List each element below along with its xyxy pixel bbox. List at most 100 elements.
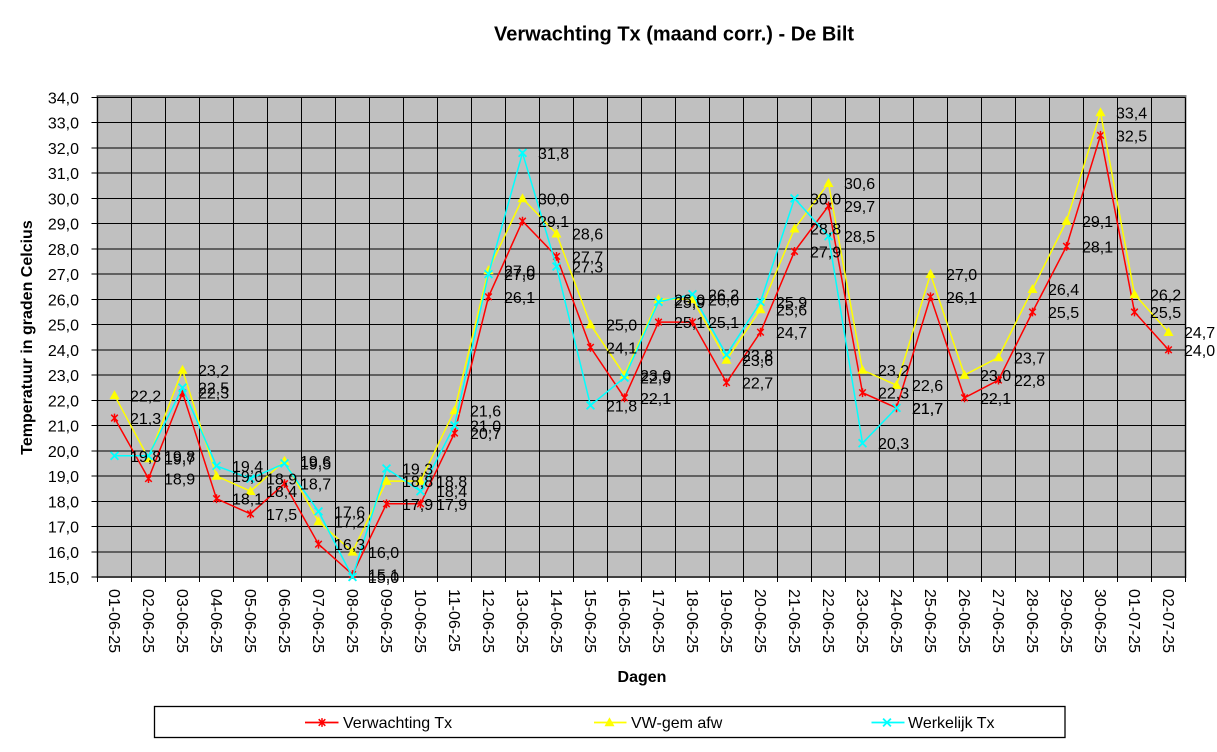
svg-text:17,0: 17,0 [48, 520, 79, 537]
svg-text:04-06-25: 04-06-25 [207, 589, 224, 653]
svg-text:34,0: 34,0 [48, 90, 79, 107]
svg-text:Temperatuur in graden Celcius: Temperatuur in graden Celcius [19, 220, 36, 455]
svg-text:15-06-25: 15-06-25 [581, 589, 598, 653]
svg-text:26,1: 26,1 [504, 290, 535, 307]
svg-text:17-06-25: 17-06-25 [649, 589, 666, 653]
svg-text:19,3: 19,3 [402, 462, 433, 479]
svg-text:19,0: 19,0 [232, 469, 263, 486]
svg-text:21,3: 21,3 [130, 411, 161, 428]
svg-text:21-06-25: 21-06-25 [785, 589, 802, 653]
svg-text:21,7: 21,7 [912, 401, 943, 418]
svg-text:25-06-25: 25-06-25 [921, 589, 938, 653]
svg-text:25,6: 25,6 [776, 302, 807, 319]
svg-text:22,1: 22,1 [640, 391, 671, 408]
svg-text:18,8: 18,8 [402, 474, 433, 491]
svg-text:22-06-25: 22-06-25 [819, 589, 836, 653]
svg-text:05-06-25: 05-06-25 [241, 589, 258, 653]
svg-text:19,8: 19,8 [130, 449, 161, 466]
svg-text:24,7: 24,7 [1184, 325, 1215, 342]
svg-text:19,6: 19,6 [300, 454, 331, 471]
svg-text:30-06-25: 30-06-25 [1091, 589, 1108, 653]
svg-text:Dagen: Dagen [618, 669, 667, 686]
svg-text:14-06-25: 14-06-25 [547, 589, 564, 653]
svg-text:18,1: 18,1 [232, 492, 263, 509]
svg-text:24,7: 24,7 [776, 325, 807, 342]
svg-text:18,7: 18,7 [300, 477, 331, 494]
svg-text:25,1: 25,1 [674, 315, 705, 332]
svg-text:16,3: 16,3 [334, 537, 365, 554]
svg-text:18,4: 18,4 [266, 484, 297, 501]
svg-text:20,3: 20,3 [878, 436, 909, 453]
svg-text:21,6: 21,6 [470, 403, 501, 420]
svg-text:22,3: 22,3 [878, 386, 909, 403]
svg-text:17,6: 17,6 [334, 504, 365, 521]
svg-text:23,7: 23,7 [1014, 350, 1045, 367]
svg-text:26,1: 26,1 [946, 290, 977, 307]
svg-text:22,7: 22,7 [742, 376, 773, 393]
svg-text:09-06-25: 09-06-25 [377, 589, 394, 653]
svg-text:29,0: 29,0 [48, 217, 79, 234]
svg-text:22,9: 22,9 [640, 371, 671, 388]
svg-text:26,4: 26,4 [1048, 282, 1079, 299]
svg-text:22,6: 22,6 [912, 378, 943, 395]
svg-text:24,1: 24,1 [606, 340, 637, 357]
svg-text:18,4: 18,4 [436, 484, 467, 501]
svg-text:17,5: 17,5 [266, 507, 297, 524]
svg-text:19-06-25: 19-06-25 [717, 589, 734, 653]
svg-text:19,8: 19,8 [164, 449, 195, 466]
svg-text:27,0: 27,0 [504, 263, 535, 280]
svg-text:Verwachting Tx (maand corr.) -: Verwachting Tx (maand corr.) - De Bilt [494, 24, 854, 46]
svg-text:20,7: 20,7 [470, 426, 501, 443]
svg-text:23,0: 23,0 [48, 368, 79, 385]
svg-text:27,9: 27,9 [810, 244, 841, 261]
svg-text:24,0: 24,0 [1184, 343, 1215, 360]
svg-text:29-06-25: 29-06-25 [1057, 589, 1074, 653]
svg-text:23,0: 23,0 [980, 368, 1011, 385]
svg-text:01-06-25: 01-06-25 [105, 589, 122, 653]
svg-text:29,1: 29,1 [1082, 214, 1113, 231]
svg-text:15,1: 15,1 [368, 568, 399, 585]
svg-text:22,0: 22,0 [48, 393, 79, 410]
svg-text:07-06-25: 07-06-25 [309, 589, 326, 653]
svg-text:30,0: 30,0 [810, 191, 841, 208]
svg-text:25,5: 25,5 [1048, 305, 1079, 322]
svg-text:10-06-25: 10-06-25 [411, 589, 428, 653]
svg-text:29,1: 29,1 [538, 214, 569, 231]
svg-text:24-06-25: 24-06-25 [887, 589, 904, 653]
svg-text:22,1: 22,1 [980, 391, 1011, 408]
svg-text:22,8: 22,8 [1014, 373, 1045, 390]
svg-text:06-06-25: 06-06-25 [275, 589, 292, 653]
svg-text:15,0: 15,0 [368, 570, 399, 587]
svg-text:Verwachting Tx: Verwachting Tx [343, 715, 452, 732]
svg-text:11-06-25: 11-06-25 [445, 589, 462, 652]
svg-text:31,0: 31,0 [48, 166, 79, 183]
svg-text:18-06-25: 18-06-25 [683, 589, 700, 653]
svg-text:29,7: 29,7 [844, 199, 875, 216]
svg-text:28,1: 28,1 [1082, 239, 1113, 256]
svg-text:VW-gem afw: VW-gem afw [631, 715, 723, 732]
svg-text:32,0: 32,0 [48, 141, 79, 158]
svg-text:01-07-25: 01-07-25 [1125, 589, 1142, 653]
svg-text:26,0: 26,0 [48, 292, 79, 309]
svg-text:23,8: 23,8 [742, 348, 773, 365]
svg-text:30,0: 30,0 [538, 191, 569, 208]
svg-text:25,0: 25,0 [606, 318, 637, 335]
svg-text:27,0: 27,0 [946, 267, 977, 284]
svg-text:02-07-25: 02-07-25 [1159, 589, 1176, 653]
svg-text:24,0: 24,0 [48, 343, 79, 360]
svg-text:18,0: 18,0 [48, 494, 79, 511]
svg-text:22,5: 22,5 [198, 381, 229, 398]
svg-text:30,0: 30,0 [48, 191, 79, 208]
svg-text:28,6: 28,6 [572, 227, 603, 244]
svg-text:25,9: 25,9 [776, 295, 807, 312]
svg-text:28,5: 28,5 [844, 229, 875, 246]
svg-text:22,3: 22,3 [198, 386, 229, 403]
svg-text:22,2: 22,2 [130, 388, 161, 405]
svg-text:27,7: 27,7 [572, 249, 603, 266]
svg-text:21,0: 21,0 [470, 419, 501, 436]
svg-text:25,1: 25,1 [708, 315, 739, 332]
svg-text:25,5: 25,5 [1150, 305, 1181, 322]
svg-text:19,0: 19,0 [48, 469, 79, 486]
svg-text:23,2: 23,2 [198, 363, 229, 380]
svg-text:26,0: 26,0 [674, 292, 705, 309]
